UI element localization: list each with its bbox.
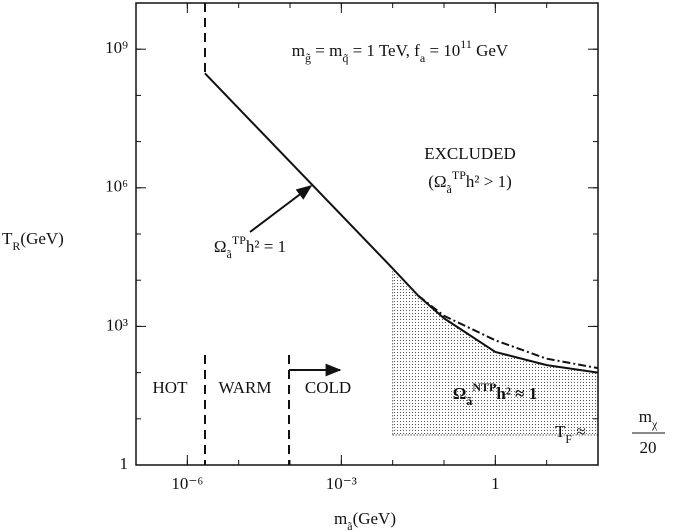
text-part: Ω [453,384,467,403]
x-tick-label: 1 [491,474,500,493]
text-part: F [565,432,572,446]
annotation: (ΩãTPh² > 1) [428,168,512,196]
y-tick-label: 1 [120,454,129,473]
y-tick-label: 10³ [106,315,128,334]
annotation: mã(GeV) [334,509,396,532]
text-part: HOT [153,378,189,397]
annotation: ΩãNTPh² ≈ 1 [453,380,538,408]
text-part: = 10 [425,41,460,60]
y-tick-label: 10⁶ [105,177,128,196]
text-part: a [420,51,426,65]
text-part: χ [651,417,658,431]
annotation: 20 [640,438,657,457]
text-part: ≈ [572,422,586,441]
y-tick-label: 10⁹ [105,38,128,57]
curve-arrow [249,185,313,233]
annotation: COLD [305,378,351,397]
text-part: g̃ [305,51,311,65]
annotation: WARM [219,378,272,397]
text-part: (GeV) [20,229,63,248]
text-part: T [555,422,566,441]
annotation: EXCLUDED [424,144,516,163]
shaded-region [392,268,598,435]
text-part: Ω [214,237,227,256]
annotation: HOT [153,378,189,397]
curve [417,294,599,370]
text-part: TP [232,233,246,247]
text-part: GeV [472,41,509,60]
text-part: m [292,41,305,60]
text-part: (GeV) [353,509,396,528]
text-part: = 1 TeV, f [348,41,420,60]
text-part: ã [347,519,353,532]
text-part: EXCLUDED [424,144,516,163]
curve [204,72,599,374]
x-tick-label: 10⁻⁶ [171,474,203,493]
text-part: T [2,229,13,248]
text-part: h² > 1) [466,172,512,191]
text-part: m [334,509,347,528]
text-part: = m [311,41,342,60]
text-part: ã [466,394,472,408]
text-part: 20 [640,438,657,457]
text-part: m [639,407,652,426]
text-part: R [12,239,20,253]
text-part: (Ω [428,172,446,191]
text-part: TP [452,168,466,182]
text-part: NTP [472,380,496,394]
text-part: ã [227,247,233,261]
annotation: TR(GeV) [2,229,64,253]
text-part: ã [447,182,453,196]
text-part: q̃ [342,51,348,65]
text-part: COLD [305,378,351,397]
text-part: h² ≈ 1 [496,384,537,403]
annotation: mg̃ = mq̃ = 1 TeV, fa = 1011 GeV [292,37,509,65]
annotation: mχ [639,407,658,431]
text-part: 11 [460,37,472,51]
text-part: WARM [219,378,272,397]
text-part: h² = 1 [246,237,286,256]
annotation: ΩãTPh² = 1 [214,233,286,261]
annotation: TF ≈ [555,422,586,446]
shade-layer [392,268,598,436]
x-tick-label: 10⁻³ [326,474,357,493]
